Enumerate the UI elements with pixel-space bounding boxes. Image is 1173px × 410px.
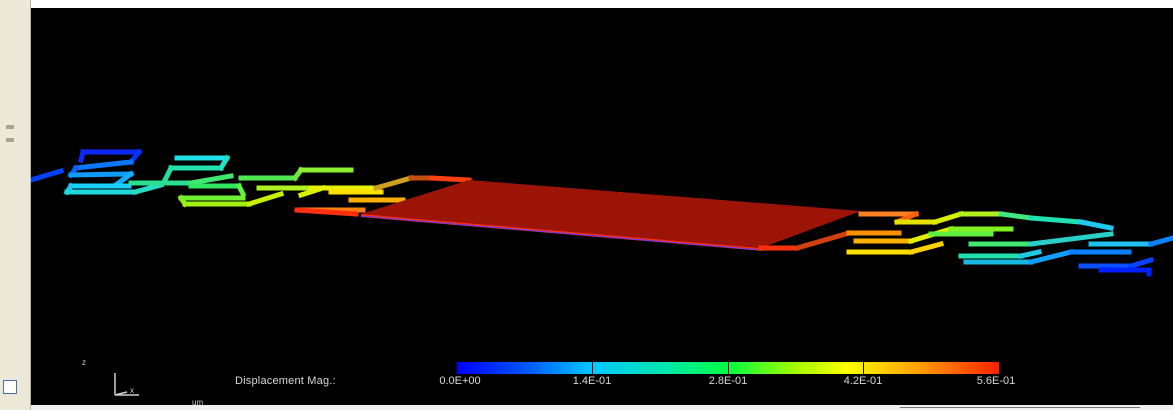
colorbar-tick-label: 2.8E-01 <box>708 375 748 387</box>
splitter-grip[interactable] <box>6 138 14 142</box>
fea-model-render <box>31 148 1173 396</box>
axis-x-label: x <box>130 386 134 395</box>
colorbar-tick-label: 4.2E-01 <box>843 375 883 387</box>
panel-checkbox[interactable] <box>3 380 17 394</box>
status-strip <box>31 405 1173 410</box>
axis-triad-icon <box>114 373 139 396</box>
divider <box>900 407 1140 408</box>
3d-viewport[interactable] <box>31 8 1173 405</box>
splitter-grip[interactable] <box>6 125 14 129</box>
colorbar-tick-label: 5.6E-01 <box>976 375 1016 387</box>
units-label: um <box>192 398 204 407</box>
axis-z-label: z <box>82 358 86 367</box>
left-panel-strip <box>0 0 31 410</box>
legend-title: Displacement Mag.: <box>235 375 336 387</box>
colorbar-tick <box>728 362 729 374</box>
colorbar-tick <box>863 362 864 374</box>
proof-mass-plate <box>361 180 861 248</box>
colorbar-tick-label: 1.4E-01 <box>572 375 612 387</box>
colorbar-tick-label: 0.0E+00 <box>439 375 481 387</box>
colorbar-tick <box>592 362 593 374</box>
